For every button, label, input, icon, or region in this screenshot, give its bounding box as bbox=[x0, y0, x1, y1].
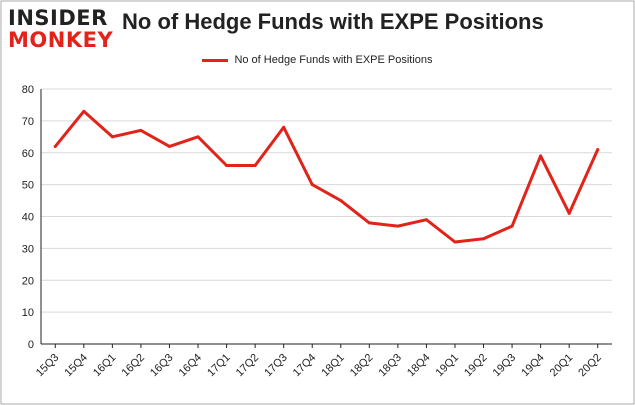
series-line-0 bbox=[53, 109, 600, 244]
y-tick-label-0: 0 bbox=[28, 339, 34, 351]
y-tick-label-30: 30 bbox=[22, 243, 34, 255]
data-point-17Q1 bbox=[225, 164, 229, 167]
data-point-19Q1 bbox=[453, 240, 457, 244]
x-tick-label-19Q3: 19Q3 bbox=[491, 352, 519, 380]
data-point-17Q4 bbox=[310, 183, 314, 187]
x-tick-label-20Q1: 20Q1 bbox=[548, 352, 576, 380]
x-tick-label-17Q2: 17Q2 bbox=[234, 352, 262, 380]
y-tick-label-40: 40 bbox=[22, 212, 34, 224]
insider-monkey-logo: INSIDER MONKEY bbox=[8, 6, 116, 52]
chart-title: No of Hedge Funds with EXPE Positions bbox=[122, 9, 544, 34]
data-point-18Q1 bbox=[339, 199, 343, 203]
x-tick-label-20Q2: 20Q2 bbox=[576, 352, 604, 380]
data-point-16Q1 bbox=[110, 135, 114, 139]
data-point-18Q3 bbox=[396, 224, 400, 228]
x-tick-label-16Q1: 16Q1 bbox=[91, 352, 119, 380]
data-point-20Q1 bbox=[567, 211, 571, 215]
data-point-17Q2 bbox=[253, 164, 257, 167]
data-point-15Q3 bbox=[53, 144, 57, 148]
legend-swatch bbox=[202, 58, 229, 62]
chart-legend: No of Hedge Funds with EXPE Positions bbox=[0, 54, 635, 66]
x-tick-label-19Q4: 19Q4 bbox=[519, 352, 547, 380]
logo-text-bottom: MONKEY bbox=[8, 28, 114, 52]
x-tick-label-15Q3: 15Q3 bbox=[34, 352, 62, 380]
x-tick-label-17Q1: 17Q1 bbox=[205, 352, 233, 380]
x-tick-label-17Q3: 17Q3 bbox=[262, 352, 290, 380]
data-point-18Q4 bbox=[424, 218, 428, 222]
logo-text-top: INSIDER bbox=[8, 6, 108, 30]
x-tick-label-18Q3: 18Q3 bbox=[376, 352, 404, 380]
x-tick-label-15Q4: 15Q4 bbox=[62, 352, 90, 380]
x-tick-label-19Q2: 19Q2 bbox=[462, 352, 490, 380]
x-tick-label-18Q2: 18Q2 bbox=[348, 352, 376, 380]
data-point-16Q2 bbox=[139, 128, 143, 132]
legend-label: No of Hedge Funds with EXPE Positions bbox=[234, 54, 433, 66]
data-point-16Q4 bbox=[196, 135, 200, 139]
y-tick-label-20: 20 bbox=[22, 275, 34, 287]
data-point-15Q4 bbox=[82, 109, 86, 113]
y-tick-label-80: 80 bbox=[22, 84, 34, 96]
data-point-19Q2 bbox=[482, 237, 486, 241]
data-point-20Q2 bbox=[596, 148, 600, 152]
y-tick-label-50: 50 bbox=[22, 180, 34, 192]
x-tick-label-17Q4: 17Q4 bbox=[291, 352, 319, 380]
y-tick-label-70: 70 bbox=[22, 116, 34, 128]
x-tick-label-18Q1: 18Q1 bbox=[319, 352, 347, 380]
x-tick-label-18Q4: 18Q4 bbox=[405, 352, 433, 380]
data-point-16Q3 bbox=[167, 144, 171, 148]
data-point-18Q2 bbox=[367, 221, 371, 225]
x-tick-label-16Q2: 16Q2 bbox=[120, 352, 148, 380]
y-tick-label-60: 60 bbox=[22, 148, 34, 160]
data-point-19Q4 bbox=[539, 154, 543, 158]
x-tick-label-19Q1: 19Q1 bbox=[434, 352, 462, 380]
y-tick-label-10: 10 bbox=[22, 307, 34, 319]
x-tick-label-16Q4: 16Q4 bbox=[177, 352, 205, 380]
data-point-17Q3 bbox=[282, 125, 286, 129]
data-point-19Q3 bbox=[510, 224, 514, 228]
x-tick-label-16Q3: 16Q3 bbox=[148, 352, 176, 380]
